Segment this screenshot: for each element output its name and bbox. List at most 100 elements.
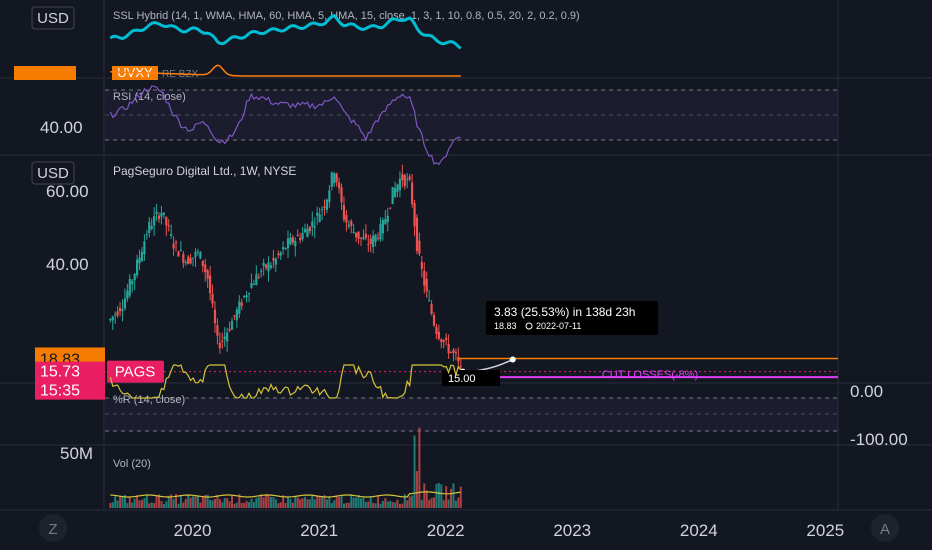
candle-body [445,338,447,340]
volume-bar [277,503,279,508]
volume-bar [401,504,403,508]
candle-body [297,235,299,236]
volume-bar [338,497,340,508]
measure-end-point[interactable] [510,356,516,362]
volume-bar [314,499,316,508]
x-axis[interactable]: 2020 2021 2022 2023 2024 2025 [174,521,845,540]
candle-body [112,317,114,321]
candle-body [131,281,133,285]
candle-body [219,343,221,348]
candle-body [143,241,145,254]
volume-bar [168,496,170,508]
volume-bar [443,500,445,508]
candle-body [418,241,420,254]
candle-body [411,182,413,204]
volume-bar [248,502,250,508]
candle-body [204,264,206,272]
volume-bar [294,496,296,508]
volume-bar [160,501,162,508]
candle-body [207,270,209,278]
volume-bar [350,494,352,508]
volume-bar [121,496,123,508]
candle-body [382,220,384,233]
x-label-2020: 2020 [174,521,212,540]
candle-body [440,339,442,342]
z-button[interactable]: Z [39,514,67,542]
candle-body [455,352,457,353]
volume-bar [214,499,216,508]
volume-bar [343,504,345,508]
volume-bar [448,499,450,508]
volume-bar [195,497,197,508]
candle-body [246,295,248,297]
volume-bar [246,501,248,508]
candle-body [248,293,250,294]
vol-axis-label: 50M [60,444,93,463]
volume-bar [148,503,150,508]
candle-body [177,252,179,257]
volume-bar [165,501,167,508]
volume-bar [289,499,291,508]
x-label-2022: 2022 [427,521,465,540]
candle-body [253,284,255,285]
volume-bar [353,498,355,508]
candle-body [365,234,367,238]
a-button[interactable]: A [871,514,899,542]
candle-body [214,310,216,324]
candle-body [129,279,131,296]
volume-bar [426,491,428,508]
volume-bar [129,497,131,508]
volume-bar [173,499,175,508]
volume-bar [131,503,133,508]
volume-bar [187,495,189,508]
candle-body [228,329,230,331]
candle-body [292,237,294,242]
candle-body [216,325,218,336]
volume-bar [316,496,318,508]
volume-bar [299,499,301,508]
candle-body [258,277,260,278]
volume-bar [182,503,184,508]
volume-bar [414,436,416,508]
candle-body [294,241,296,246]
measure-line2: 18.83 [494,321,517,331]
candle-body [180,250,182,251]
candle-body [430,304,432,314]
volume-bar [285,503,287,508]
candle-body [367,244,369,245]
candle-body [355,232,357,237]
volume-bar [126,503,128,508]
vol-panel: 50M Vol (20) [60,428,462,508]
candle-body [460,366,462,367]
candle-body [185,262,187,263]
candle-body [267,262,269,271]
volume-bar [345,503,347,508]
volume-bar [212,500,214,508]
volume-bar [272,497,274,508]
candle-body [345,215,347,222]
volume-bar [433,497,435,508]
price-panel: USD PagSeguro Digital Ltd., 1W, NYSE 60.… [32,162,838,400]
candle-body [199,252,201,259]
candle-body [134,274,136,280]
candle-body [331,172,333,186]
candle-body [272,258,274,260]
candle-body [163,212,165,214]
countdown-label: 15:35 [40,383,80,400]
volume-bar [216,495,218,508]
candle-body [175,242,177,243]
volume-bar [243,503,245,508]
volume-bar [292,503,294,508]
candle-body [263,263,265,266]
wr-legend: %R (14, close) [113,394,185,406]
candle-body [155,212,157,214]
volume-bar [117,500,119,508]
volume-bar [202,496,204,508]
candle-body [321,209,323,210]
x-label-2021: 2021 [300,521,338,540]
candle-body [409,176,411,179]
volume-bar [455,501,457,508]
candle-body [114,315,116,316]
volume-bar [328,496,330,508]
